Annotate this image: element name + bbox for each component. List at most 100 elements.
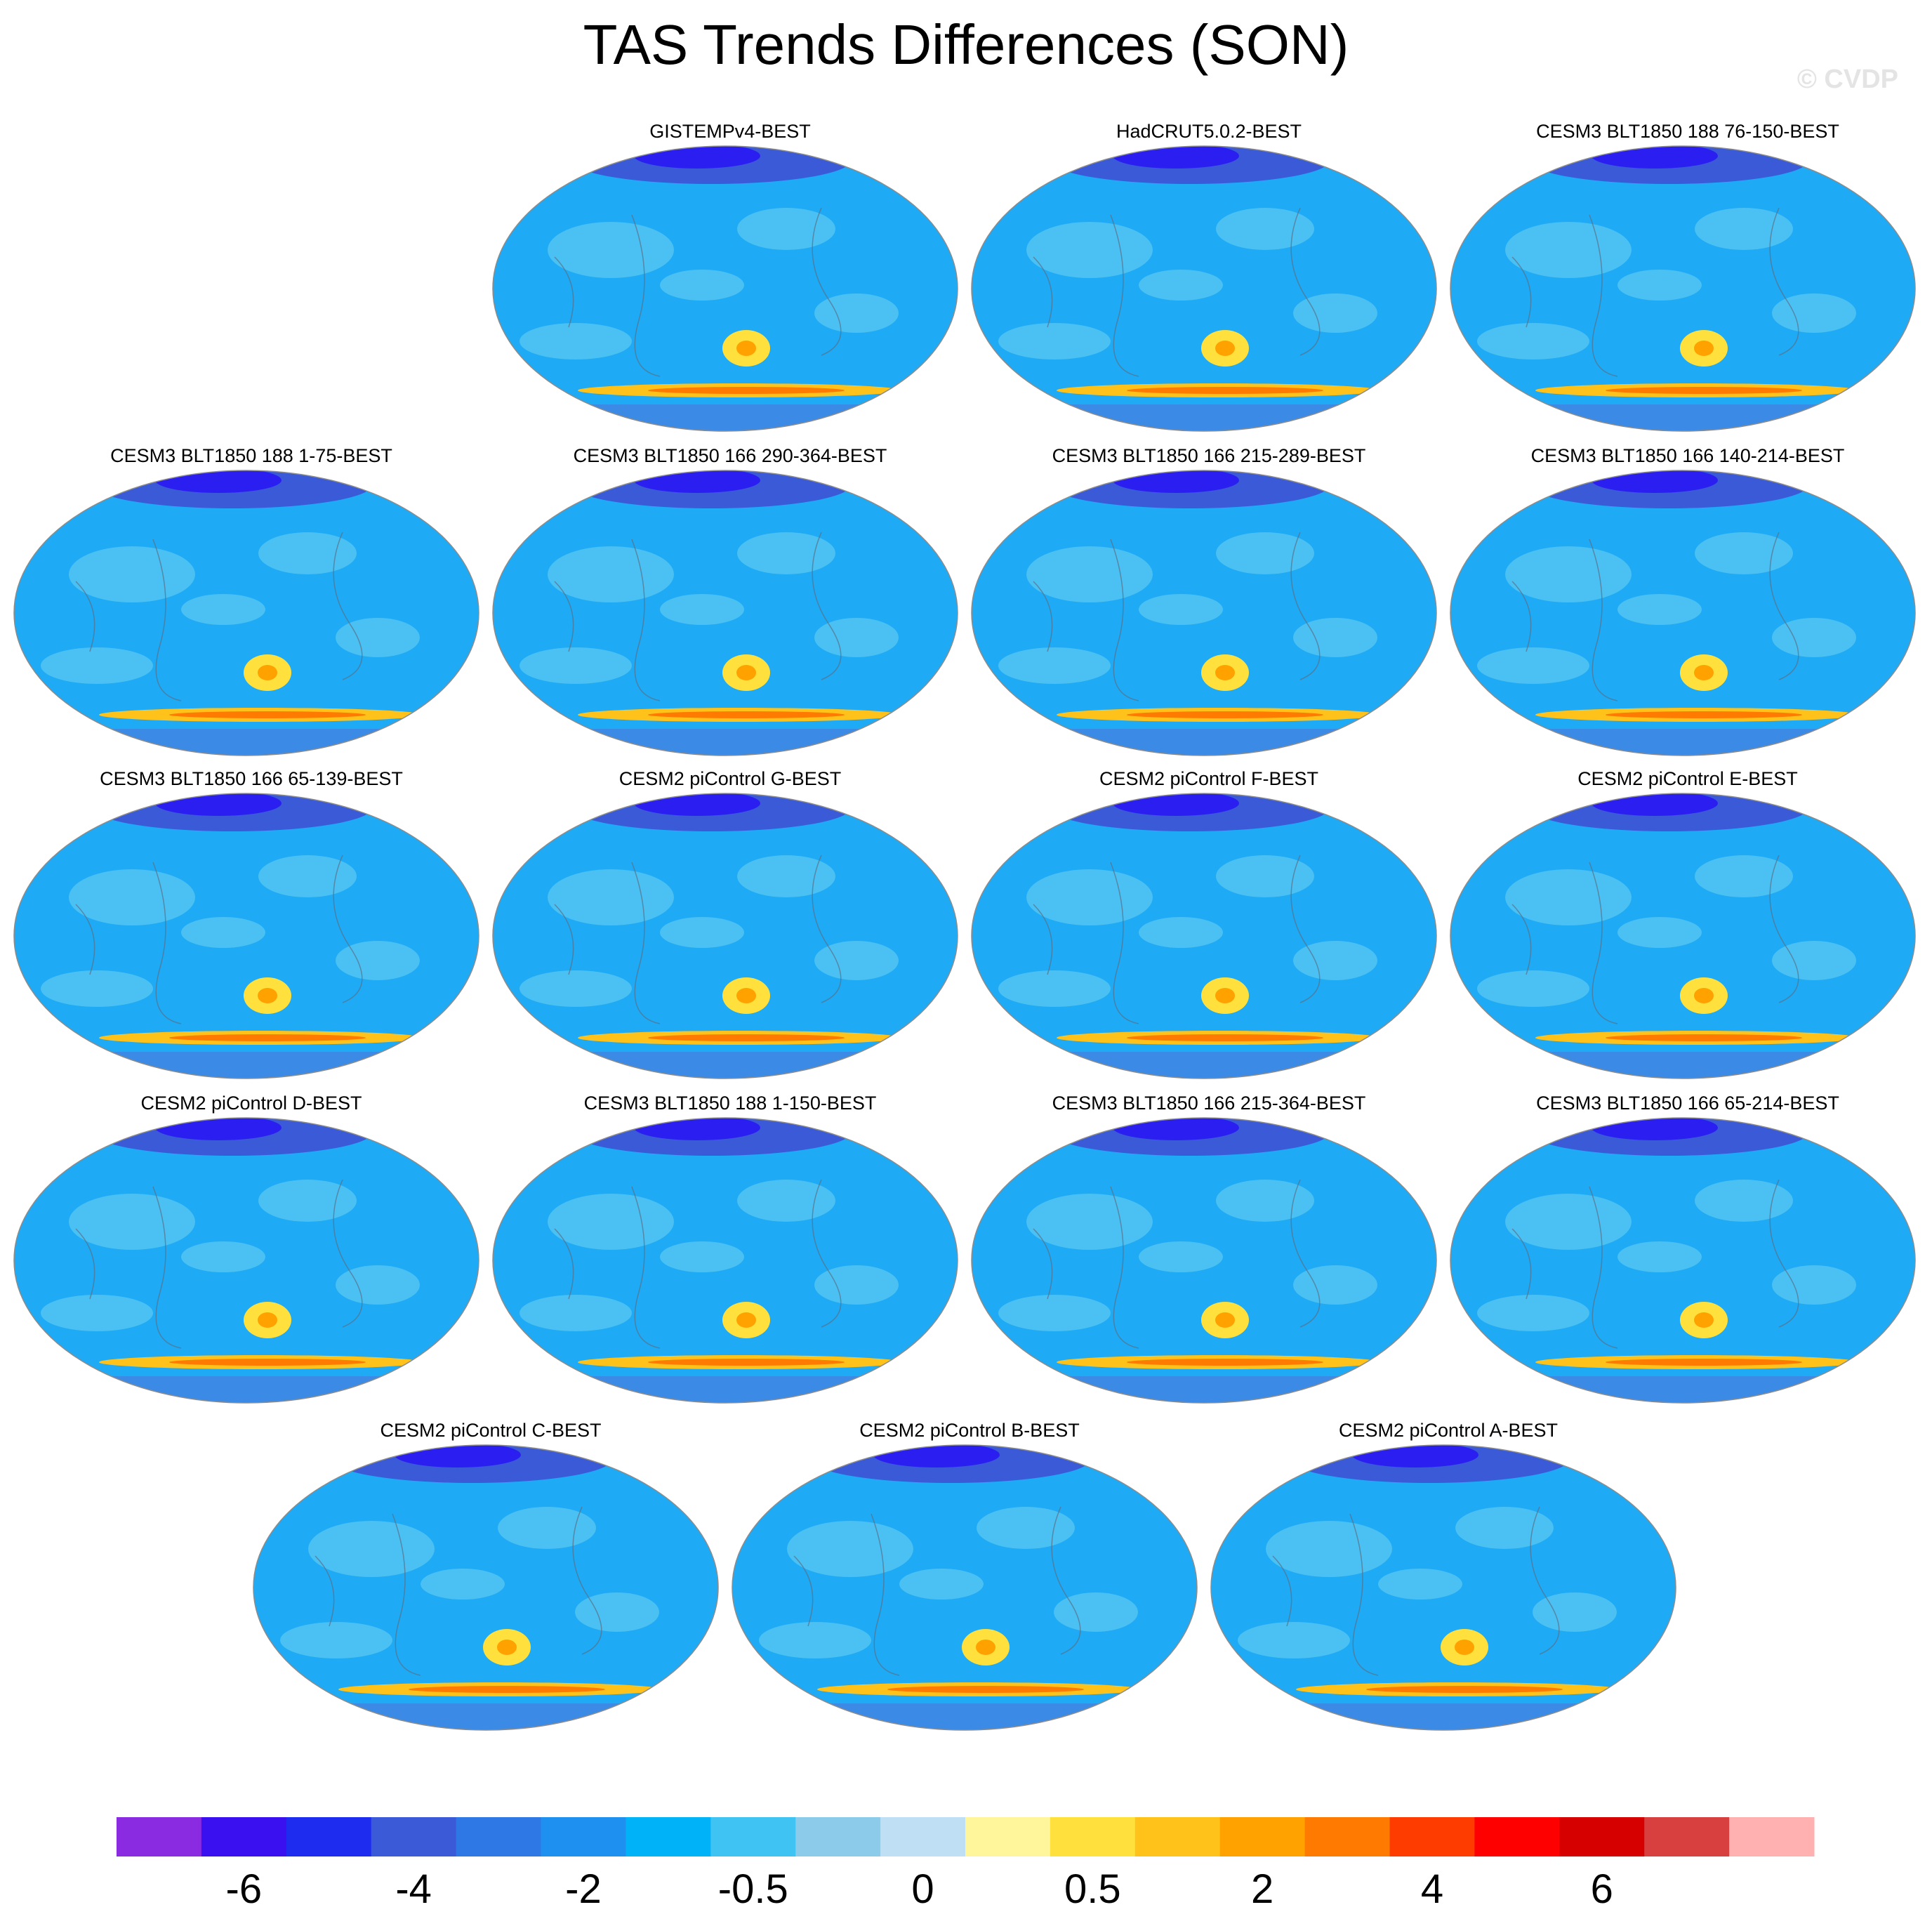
field-patch — [169, 1359, 366, 1366]
field-patch — [1772, 293, 1856, 333]
map-outline — [13, 793, 479, 1079]
field-patch — [787, 1521, 913, 1577]
field-patch — [660, 594, 744, 625]
field-patch — [732, 1703, 1197, 1730]
field-patch — [258, 532, 357, 574]
field-patch — [1026, 546, 1153, 602]
field-patch — [498, 1507, 596, 1549]
colorbar-box — [795, 1817, 881, 1856]
field-patch — [69, 1194, 195, 1250]
field-patch — [1455, 1640, 1474, 1655]
field-patch — [1694, 665, 1714, 680]
field-patch — [14, 1376, 479, 1403]
field-patch — [737, 1180, 835, 1222]
field-patch — [520, 647, 632, 684]
field-patch — [1293, 1265, 1377, 1305]
field-patch — [660, 1241, 744, 1272]
colorbar-box — [710, 1817, 796, 1856]
colorbar-tick-label: 0 — [911, 1866, 934, 1912]
field-patch — [258, 665, 277, 680]
field-patch — [1139, 1241, 1223, 1272]
field-patch — [1215, 988, 1235, 1003]
field-patch — [1505, 869, 1632, 925]
field-patch — [998, 647, 1111, 684]
map-field — [1450, 145, 1916, 432]
field-patch — [1216, 532, 1314, 574]
field-patch — [814, 293, 899, 333]
field-patch — [737, 208, 835, 250]
map-outline — [492, 470, 958, 756]
panel-title: CESM3 BLT1850 188 1-75-BEST — [110, 445, 392, 466]
field-patch — [520, 970, 632, 1007]
field-patch — [1216, 208, 1314, 250]
map-panel: CESM3 BLT1850 166 215-364-BEST — [970, 1093, 1448, 1423]
colorbar-box — [286, 1817, 372, 1856]
panel-title: HadCRUT5.0.2-BEST — [1116, 121, 1302, 142]
field-patch — [648, 1034, 845, 1041]
field-patch — [648, 711, 845, 718]
field-patch — [1455, 1507, 1554, 1549]
colorbar-tick-label: 0.5 — [1064, 1866, 1121, 1912]
field-patch — [181, 1241, 265, 1272]
colorbar-tick-label: -6 — [226, 1866, 263, 1912]
field-patch — [69, 869, 195, 925]
panel-title: CESM2 piControl F-BEST — [1099, 768, 1319, 789]
field-patch — [497, 1640, 517, 1655]
field-patch — [548, 546, 674, 602]
map-panel: CESM3 BLT1850 166 65-214-BEST — [1449, 1093, 1926, 1423]
field-patch — [1606, 387, 1802, 394]
field-patch — [1054, 1592, 1138, 1632]
field-patch — [737, 532, 835, 574]
map-field — [971, 793, 1437, 1079]
field-patch — [1695, 532, 1793, 574]
map-panel: CESM2 piControl C-BEST — [252, 1420, 729, 1750]
field-patch — [1026, 869, 1153, 925]
field-patch — [421, 1569, 505, 1599]
field-patch — [1695, 855, 1793, 897]
panel-title: GISTEMPv4-BEST — [649, 121, 811, 142]
panel-title: CESM2 piControl A-BEST — [1338, 1420, 1559, 1441]
panel-title: CESM3 BLT1850 166 215-289-BEST — [1052, 445, 1366, 466]
field-patch — [14, 729, 479, 756]
coastline — [554, 1179, 842, 1349]
panel-title: CESM2 piControl E-BEST — [1577, 768, 1798, 789]
field-patch — [1694, 341, 1714, 356]
colorbar-box — [880, 1817, 966, 1856]
map-outline — [971, 1117, 1437, 1404]
map-panel: CESM3 BLT1850 188 1-75-BEST — [13, 445, 490, 775]
panel-title: CESM3 BLT1850 166 290-364-BEST — [573, 445, 887, 466]
field-patch — [1026, 222, 1153, 278]
coastline — [1033, 855, 1321, 1024]
field-patch — [14, 1052, 479, 1079]
map-outline — [492, 145, 958, 432]
field-patch — [660, 270, 744, 301]
field-patch — [1293, 293, 1377, 333]
map-field — [492, 470, 958, 756]
field-patch — [1694, 1312, 1714, 1328]
colorbar-box — [456, 1817, 541, 1856]
panel-title: CESM2 piControl D-BEST — [140, 1093, 362, 1114]
field-patch — [1139, 270, 1223, 301]
map-field — [492, 1117, 958, 1404]
field-patch — [1215, 665, 1235, 680]
coastline — [1033, 1179, 1321, 1349]
colorbar-box — [1134, 1817, 1221, 1856]
map-outline — [1450, 470, 1916, 756]
field-patch — [972, 1376, 1436, 1403]
field-patch — [548, 222, 674, 278]
map-panel: CESM3 BLT1850 166 290-364-BEST — [491, 445, 969, 775]
map-outline — [1450, 145, 1916, 432]
field-patch — [169, 1034, 366, 1041]
field-patch — [409, 1686, 605, 1693]
map-field — [253, 1444, 719, 1731]
field-patch — [493, 404, 958, 431]
map-field — [971, 1117, 1437, 1404]
colorbar-box — [1729, 1817, 1815, 1856]
watermark: © CVDP — [1797, 65, 1898, 94]
field-patch — [1293, 941, 1377, 980]
field-patch — [1211, 1703, 1676, 1730]
map-panel: CESM3 BLT1850 188 76-150-BEST — [1449, 121, 1926, 451]
map-field — [13, 1117, 479, 1404]
field-patch — [258, 1180, 357, 1222]
coastline — [554, 532, 842, 701]
